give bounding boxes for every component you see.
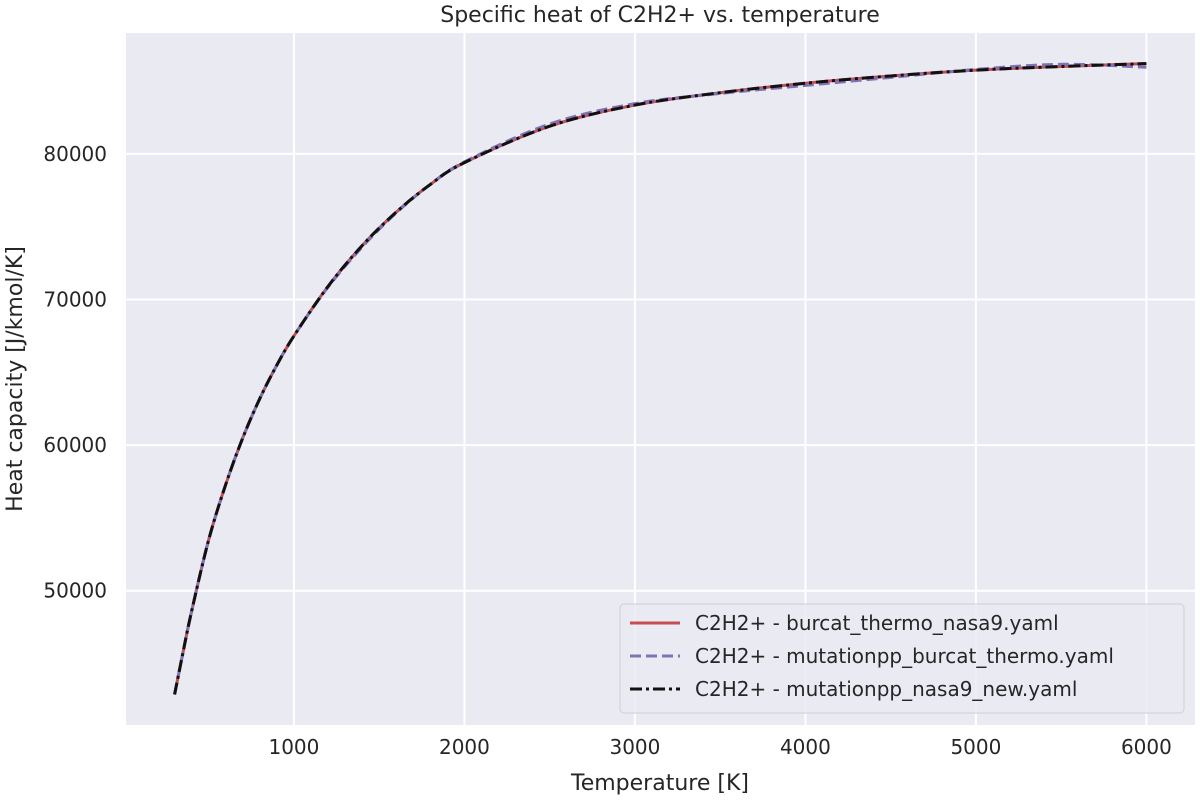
- grid: [126, 33, 1195, 725]
- x-tick-label: 2000: [439, 735, 490, 759]
- y-tick-label: 80000: [43, 142, 107, 166]
- y-axis-label: Heat capacity [J/kmol/K]: [3, 246, 28, 512]
- y-tick-label: 50000: [43, 579, 107, 603]
- tick-labels: 1000 2000 3000 4000 5000 6000 50000 60000 70000 8…: [43, 142, 1171, 759]
- legend: C2H2+ - burcat_thermo_nasa9.yaml C2H2+ - …: [619, 603, 1185, 714]
- x-tick-label: 3000: [609, 735, 660, 759]
- y-tick-label: 60000: [43, 433, 107, 457]
- x-axis-label: Temperature [K]: [570, 771, 749, 796]
- x-tick-label: 1000: [268, 735, 319, 759]
- legend-entry: C2H2+ - burcat_thermo_nasa9.yaml: [695, 611, 1059, 635]
- series-lines: [173, 62, 1147, 695]
- series-line-3: [173, 62, 1147, 695]
- y-tick-label: 70000: [43, 287, 107, 311]
- legend-entry: C2H2+ - mutationpp_nasa9_new.yaml: [695, 677, 1077, 701]
- x-tick-label: 6000: [1121, 735, 1172, 759]
- x-tick-label: 4000: [780, 735, 831, 759]
- x-tick-label: 5000: [950, 735, 1001, 759]
- chart-title: Specific heat of C2H2+ vs. temperature: [440, 3, 879, 28]
- legend-frame: [619, 603, 1185, 714]
- legend-entry: C2H2+ - mutationpp_burcat_thermo.yaml: [695, 644, 1114, 668]
